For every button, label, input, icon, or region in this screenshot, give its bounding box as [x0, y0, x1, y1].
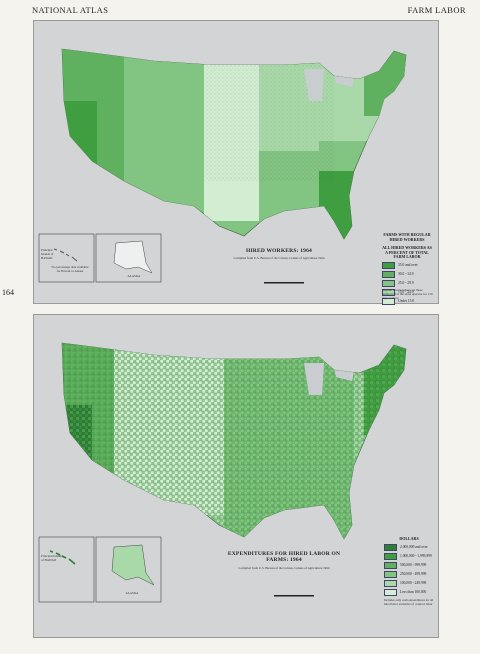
legend-label: 100,000 - 249,999 — [400, 581, 427, 586]
map1-source: Compiled from U.S. Bureau of the Census,… — [233, 256, 325, 260]
legend-swatch — [384, 579, 397, 587]
legend-swatch — [382, 288, 395, 296]
state-regions — [62, 49, 406, 239]
scale-bar — [274, 595, 314, 597]
legend-label: 1,000,000 - 1,999,999 — [400, 554, 432, 559]
map2-source: Compiled from U.S. Bureau of the Census,… — [238, 566, 330, 570]
expenditures-map — [38, 342, 407, 603]
page-number: 164 — [2, 288, 14, 297]
alaska-label: ALASKA — [125, 591, 139, 595]
hawaii-inset — [38, 233, 95, 283]
legend-swatch — [384, 552, 397, 560]
legend-swatch — [384, 588, 397, 596]
hawaii-inset — [38, 536, 95, 603]
legend-heading-percent: ALL HIRED WORKERS AS A PERCENT OF TOTAL … — [382, 245, 432, 260]
legend-label: 15.0 - 24.9 — [398, 290, 414, 295]
hired-workers-map — [38, 48, 407, 284]
atlas-title: NATIONAL ATLAS — [32, 5, 109, 15]
map1-footnote: Regular hired workers are those employed… — [382, 288, 433, 300]
legend-label: 2,000,000 and over — [400, 545, 428, 550]
legend-heading-dollars: DOLLARS — [399, 536, 419, 541]
hawaii-label: Principal Islands of HAWAII — [41, 248, 54, 260]
legend-swatch — [382, 270, 395, 278]
hired-workers-map-panel: HIRED WORKERS: 1964 Compiled from U.S. B… — [33, 20, 439, 307]
map2-footnote: Includes only cash expenditures for all … — [384, 598, 434, 606]
legend-swatch — [384, 543, 397, 551]
legend-label: 35.0 and over — [398, 263, 418, 268]
legend-swatch — [382, 279, 395, 287]
section-title: FARM LABOR — [407, 5, 466, 15]
map1-legend: FARMS WITH REGULAR HIRED WORKERS ALL HIR… — [382, 232, 432, 307]
legend-swatch — [382, 261, 395, 269]
county-regions — [62, 343, 406, 539]
legend-label: 500,000 - 999,999 — [400, 563, 427, 568]
hawaii-note: No percentage data available for Hawaii … — [51, 265, 89, 273]
legend-swatch — [384, 561, 397, 569]
scale-bar — [264, 282, 304, 284]
legend-label: Under 15.0 — [398, 299, 415, 304]
legend-label: 250,000 - 499,999 — [400, 572, 427, 577]
alaska-label: ALASKA — [127, 274, 141, 278]
legend-label: 25.0 - 29.9 — [398, 281, 414, 286]
legend-label: 30.0 - 34.9 — [398, 272, 414, 277]
legend-label: Less than 100,000 — [400, 590, 427, 595]
legend-swatch — [382, 297, 395, 305]
map2-title: EXPENDITURES FOR HIRED LABOR ON FARMS: 1… — [227, 551, 341, 563]
expenditures-map-panel: EXPENDITURES FOR HIRED LABOR ON FARMS: 1… — [33, 314, 439, 638]
legend-swatch — [384, 570, 397, 578]
legend-heading-farms: FARMS WITH REGULAR HIRED WORKERS — [383, 232, 431, 242]
hawaii-label: Principal Islands of HAWAII — [41, 554, 63, 562]
map2-legend: DOLLARS 2,000,000 and over 1,000,000 - 1… — [384, 536, 434, 598]
map1-title: HIRED WORKERS: 1964 — [245, 248, 313, 254]
